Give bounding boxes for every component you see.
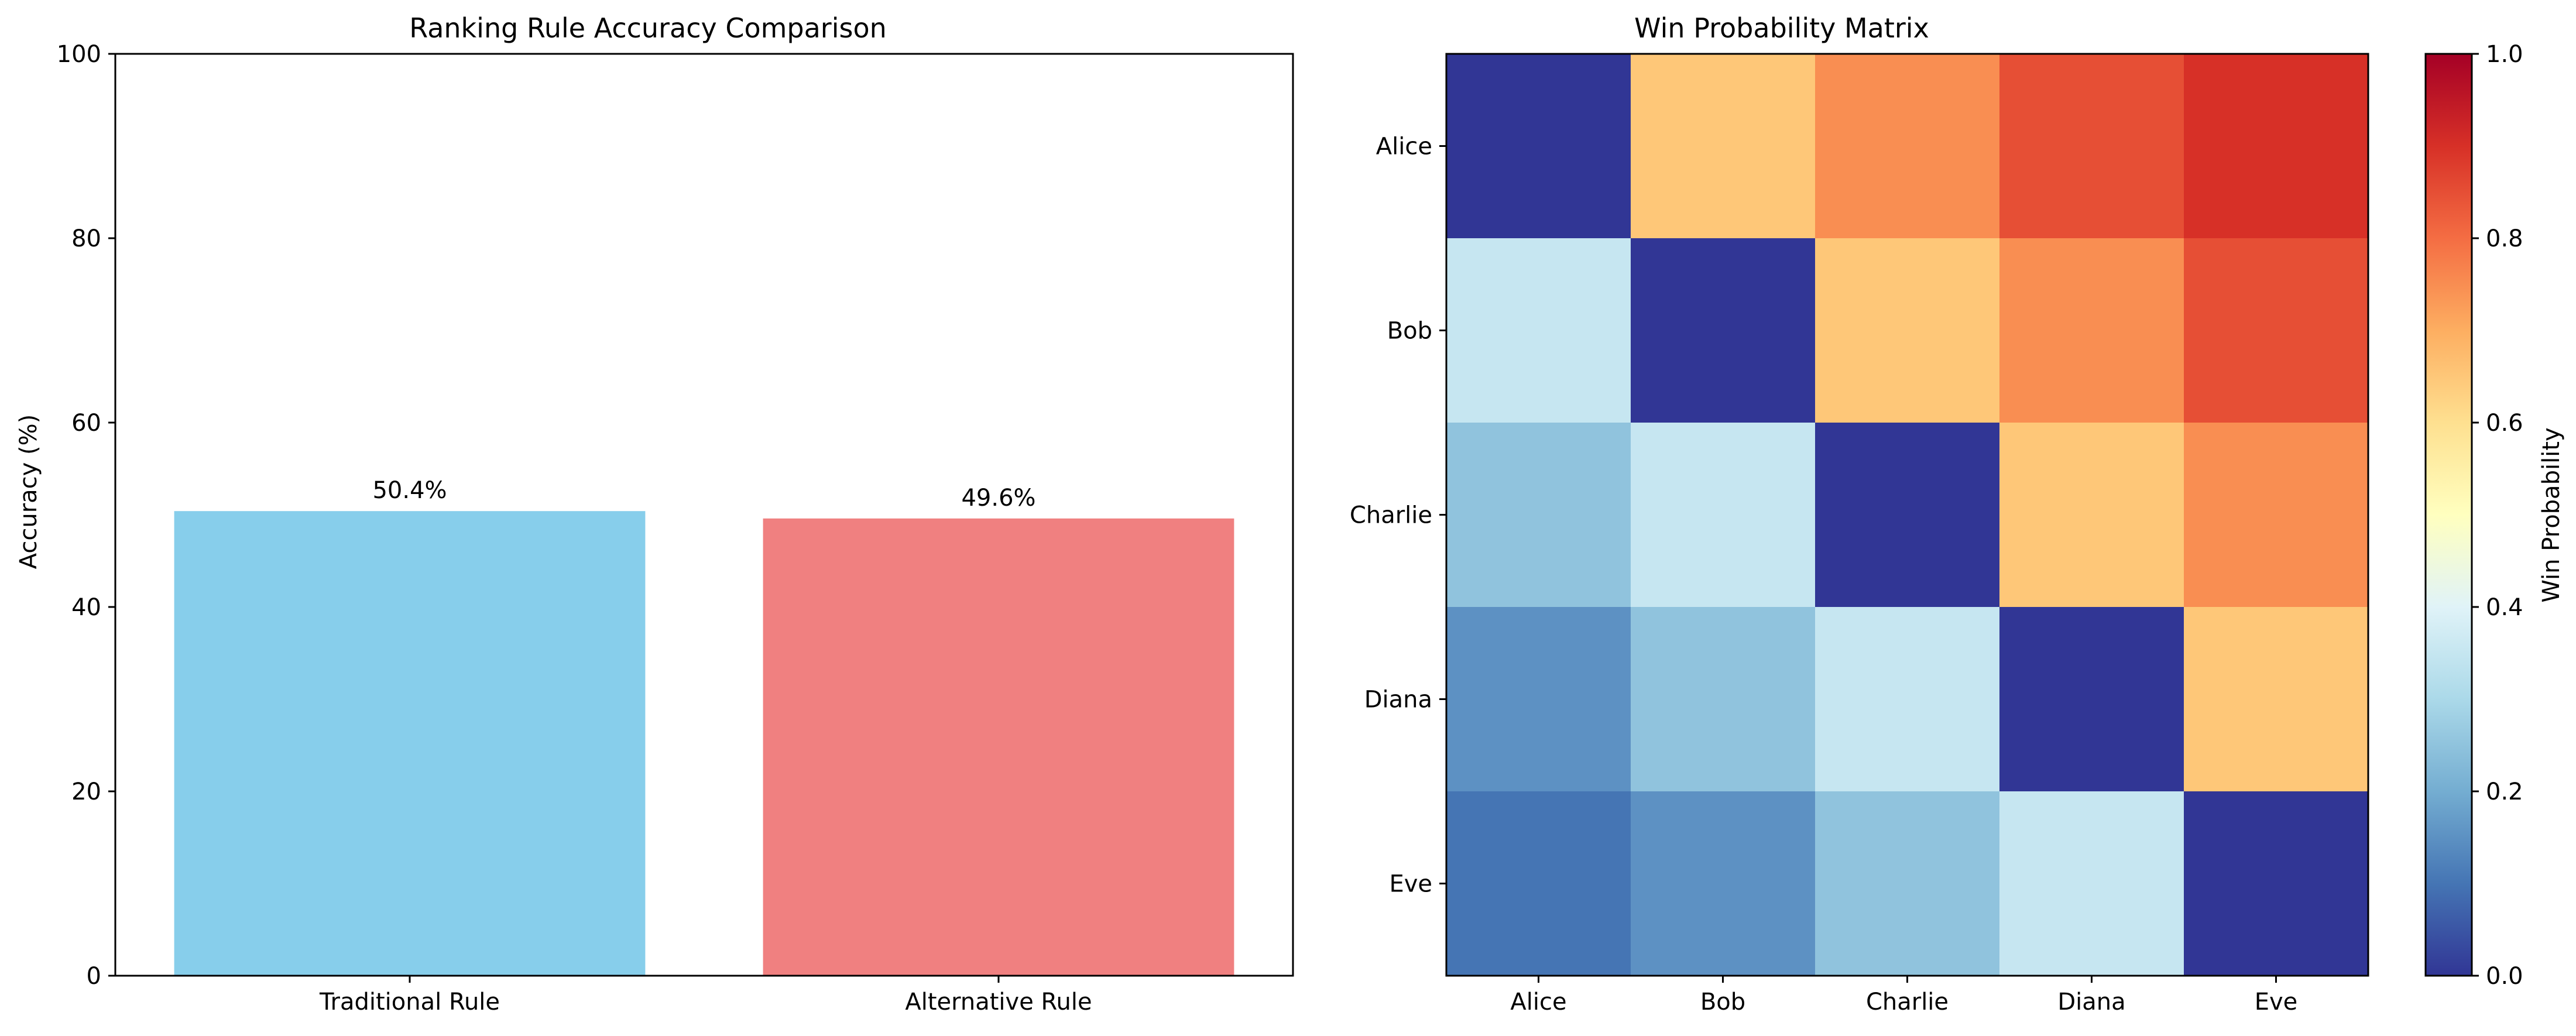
heatmap-x-ticks: Alice Bob Charlie Diana Eve [1510,976,2297,1016]
heatmap-cell [1446,54,1631,239]
bar-chart-y-axis-label: Accuracy (%) [15,414,42,570]
heatmap-cell [1999,238,2184,423]
colorbar-tick-label: 0.4 [2486,594,2523,621]
heatmap-x-tick-label: Charlie [1866,989,1949,1016]
y-tick-label: 0 [87,963,101,990]
bar [763,518,1234,976]
heatmap-cell [1446,607,1631,792]
heatmap-x-tick-label: Alice [1510,989,1566,1016]
x-tick-label: Alternative Rule [905,989,1092,1016]
heatmap-cell [1631,791,1816,976]
heatmap-title: Win Probability Matrix [1634,12,1929,44]
colorbar-ticks: 0.0 0.2 0.4 0.6 0.8 1.0 [2472,41,2523,990]
heatmap-cell [1446,791,1631,976]
heatmap-cell [1999,607,2184,792]
heatmap-cell [1999,791,2184,976]
heatmap-y-ticks: Alice Bob Charlie Diana Eve [1350,133,1446,898]
bar-chart-title: Ranking Rule Accuracy Comparison [409,12,887,44]
heatmap-cell [1631,423,1816,608]
heatmap-cell [1446,238,1631,423]
heatmap-y-tick-label: Eve [1389,871,1432,898]
colorbar-tick-label: 0.6 [2486,410,2523,437]
heatmap-x-tick-label: Bob [1700,989,1745,1016]
heatmap-cell [1999,423,2184,608]
heatmap-y-tick-label: Bob [1387,318,1432,345]
heatmap-cell [1815,54,2000,239]
heatmap-cell [2184,607,2369,792]
colorbar-tick-label: 0.2 [2486,778,2523,805]
heatmap-panel: Win Probability Matrix Alice Bob Charlie Di… [1350,12,2565,1016]
x-tick-label: Traditional Rule [319,989,500,1016]
y-tick-label: 60 [71,410,101,437]
heatmap-cell [2184,791,2369,976]
heatmap-cell [1446,423,1631,608]
colorbar-tick-label: 0.0 [2486,963,2523,990]
bar-chart-panel: Ranking Rule Accuracy Comparison Accurac… [15,12,1294,1016]
heatmap-cell [1631,607,1816,792]
heatmap-cell [1999,54,2184,239]
heatmap-y-tick-label: Diana [1364,687,1432,713]
bar-value-label: 50.4% [372,477,447,504]
heatmap-cell [2184,238,2369,423]
bar [174,511,646,976]
y-tick-label: 100 [57,41,101,68]
heatmap-cell [2184,423,2369,608]
y-tick-label: 40 [71,594,101,621]
y-tick-label: 80 [71,225,101,252]
colorbar-tick-label: 0.8 [2486,225,2523,252]
heatmap-cell [1815,607,2000,792]
bar-value-label: 49.6% [961,485,1035,512]
colorbar-label: Win Probability [2538,427,2565,602]
heatmap-cells [1446,54,2369,976]
heatmap-cell [1815,423,2000,608]
heatmap-x-tick-label: Diana [2057,989,2125,1016]
bar-group: 50.4% 49.6% [174,477,1234,976]
heatmap-cell [1631,54,1816,239]
heatmap-cell [2184,54,2369,239]
bar-chart-x-ticks: Traditional Rule Alternative Rule [319,976,1092,1016]
colorbar [2424,53,2473,977]
heatmap-cell [1815,238,2000,423]
heatmap-cell [1631,238,1816,423]
heatmap-y-tick-label: Charlie [1350,502,1432,529]
y-tick-label: 20 [71,778,101,805]
heatmap-x-tick-label: Eve [2255,989,2298,1016]
heatmap-y-tick-label: Alice [1376,133,1432,160]
bar-chart-plot-frame [114,53,1294,977]
heatmap-frame [1445,53,2369,977]
bar-chart-y-ticks: 0 20 40 60 80 100 [57,41,115,990]
heatmap-cell [1815,791,2000,976]
colorbar-tick-label: 1.0 [2486,41,2523,68]
